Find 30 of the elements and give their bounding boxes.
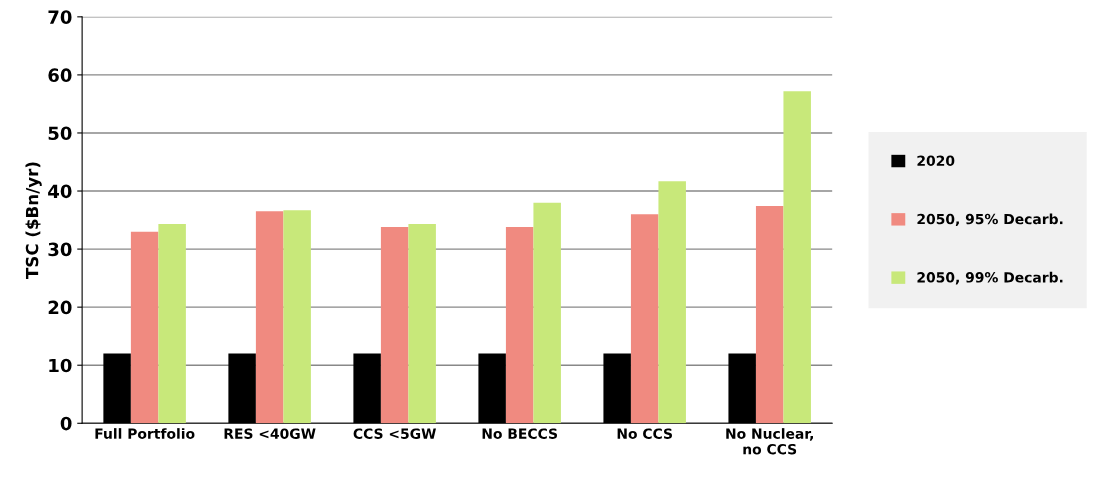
bar (158, 224, 186, 424)
bar (283, 210, 311, 424)
legend-label: 2020 (917, 155, 955, 166)
bar (755, 206, 784, 424)
bar (533, 202, 561, 424)
bar (380, 227, 409, 424)
y-tick-label: 60 (48, 68, 72, 83)
y-tick-label: 20 (48, 300, 72, 315)
x-tick-label: CCS <5GW (353, 428, 436, 439)
y-axis-title: TSC ($Bn/yr) (25, 162, 42, 279)
x-tick-label: RES <40GW (224, 428, 316, 439)
x-tick-label: Full Portfolio (95, 428, 195, 439)
y-tick-label: 30 (48, 242, 72, 257)
y-tick-label: 0 (60, 416, 72, 431)
bar (630, 214, 659, 424)
bar (505, 227, 534, 424)
y-tick-label: 40 (48, 184, 72, 199)
bar (130, 231, 159, 424)
y-tick-label: 50 (48, 126, 72, 141)
bar (408, 224, 436, 424)
x-tick-label: No CCS (617, 428, 672, 439)
bar (255, 211, 284, 424)
y-tick-label: 10 (49, 358, 72, 373)
legend-label: 2050, 99% Decarb. (917, 271, 1063, 285)
legend-label: 2050, 95% Decarb. (917, 213, 1063, 227)
x-tick-label: No BECCS (482, 428, 558, 439)
bar (783, 91, 811, 424)
y-tick-label: 70 (48, 10, 72, 24)
bar (658, 181, 686, 424)
x-tick-label: No Nuclear, no CCS (726, 428, 813, 455)
